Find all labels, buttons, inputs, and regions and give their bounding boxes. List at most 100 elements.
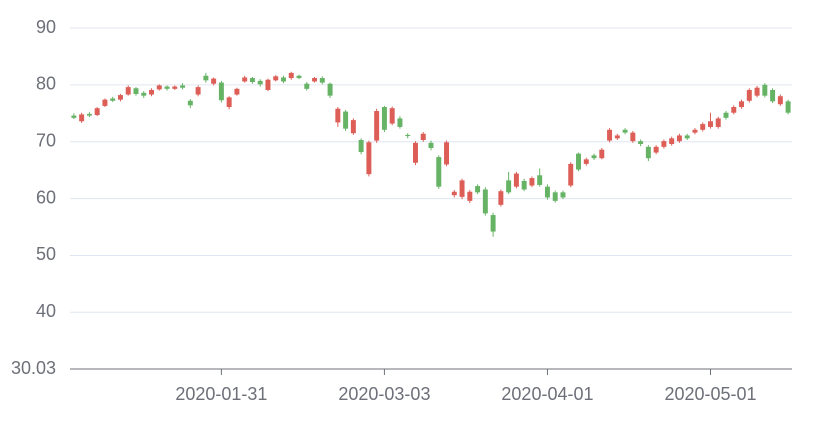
candle-body (700, 124, 706, 130)
y-tick-label: 40 (36, 301, 56, 321)
candle-body (110, 98, 116, 101)
candle-body (273, 76, 279, 81)
candle-body (622, 129, 628, 133)
candle-body (537, 175, 543, 185)
candle-body (94, 108, 100, 115)
candle-body (412, 142, 418, 163)
candle-body (381, 107, 387, 130)
candle-body (552, 192, 558, 201)
candle-body (79, 114, 85, 122)
candle-body (676, 135, 682, 142)
candle-body (234, 88, 240, 95)
candle-body (180, 85, 186, 88)
x-tick-label: 2020-03-03 (338, 384, 430, 404)
candle-body (428, 142, 434, 148)
candle-body (506, 180, 512, 193)
candle-body (785, 101, 791, 113)
candle-body (498, 191, 504, 205)
candle-body (599, 149, 605, 159)
candle-body (343, 111, 349, 129)
candle-body (707, 121, 713, 127)
candle-body (544, 186, 550, 198)
candle-body (288, 72, 294, 79)
candle-body (684, 135, 690, 139)
candle-body (754, 87, 760, 96)
candle-body (576, 153, 581, 170)
x-tick-label: 2020-04-01 (501, 384, 593, 404)
candle-body (731, 107, 737, 113)
candle-body (692, 129, 698, 133)
candle-body (568, 163, 574, 186)
candle-body (335, 108, 341, 123)
x-tick-label: 2020-01-31 (175, 384, 267, 404)
candle-body (296, 75, 302, 79)
candle-body (762, 84, 768, 96)
candle-body (560, 192, 566, 198)
candle-body (715, 118, 721, 127)
candle-body (133, 88, 139, 94)
candle-body (770, 89, 776, 102)
y-tick-label: 30.03 (11, 358, 56, 378)
candle-body (226, 97, 232, 108)
candle-body (211, 78, 217, 84)
x-tick-label: 2020-05-01 (664, 384, 756, 404)
y-tick-label: 80 (36, 74, 56, 94)
candle-body (281, 77, 286, 82)
candle-body (164, 86, 170, 89)
candle-body (529, 178, 535, 186)
candle-body (614, 135, 620, 139)
candle-body (218, 82, 224, 101)
candle-body (482, 189, 488, 214)
candle-body (102, 99, 108, 106)
candle-body (327, 83, 333, 96)
candle-body (436, 157, 442, 187)
candle-body (172, 86, 178, 89)
candle-body (475, 186, 481, 193)
candle-body (459, 180, 465, 197)
candle-body (521, 180, 527, 190)
candle-body (374, 111, 380, 141)
candle-body (156, 85, 162, 90)
candle-body (467, 191, 473, 201)
candle-body (746, 89, 752, 101)
candle-body (630, 132, 636, 142)
candle-body (366, 142, 372, 175)
candle-body (397, 118, 403, 127)
candle-body (203, 75, 209, 81)
candle-body (420, 133, 426, 141)
candle-body (249, 78, 255, 83)
y-tick-label: 50 (36, 244, 56, 264)
candle-body (777, 96, 783, 105)
candle-body (86, 113, 92, 116)
candle-body (265, 79, 271, 90)
candle-body (187, 100, 193, 106)
y-tick-label: 90 (36, 17, 56, 37)
candle-body (389, 108, 395, 124)
candle-body (71, 115, 77, 118)
candle-body (242, 77, 248, 82)
candle-body (358, 140, 364, 152)
candle-body (149, 89, 155, 95)
candle-body (125, 87, 131, 95)
candle-body (304, 83, 310, 89)
candle-body (739, 101, 745, 108)
candle-body (591, 155, 597, 159)
y-tick-label: 60 (36, 187, 56, 207)
candle-body (257, 80, 263, 85)
candle-body (661, 141, 667, 147)
candle-body (195, 87, 201, 95)
y-tick-label: 70 (36, 130, 56, 150)
candle-body (638, 141, 644, 144)
candle-body (653, 146, 659, 153)
candle-body (723, 112, 729, 118)
candle-body (583, 159, 589, 164)
candle-body (513, 173, 519, 187)
candle-body (607, 129, 613, 141)
candle-body (405, 134, 411, 137)
candle-body (141, 92, 147, 96)
candle-body (451, 191, 457, 196)
candle-body (645, 146, 651, 159)
candle-body (490, 215, 496, 232)
candle-body (319, 78, 325, 83)
